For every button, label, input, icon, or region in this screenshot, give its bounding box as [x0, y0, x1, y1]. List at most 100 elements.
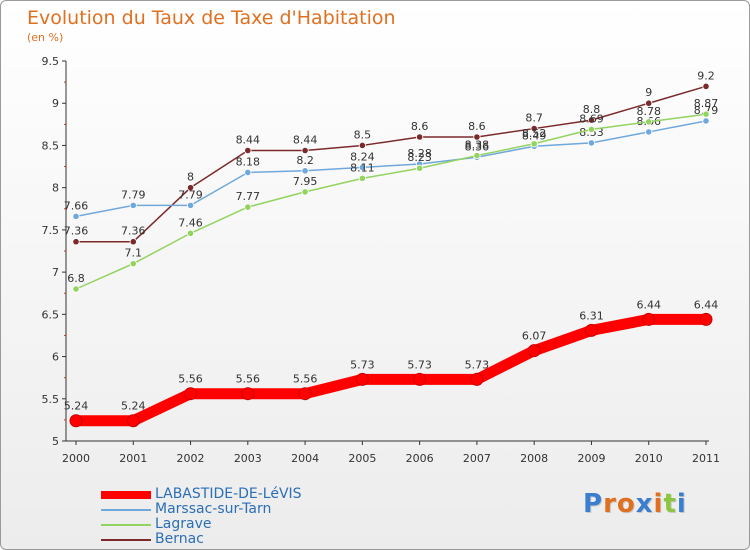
y-tick-label: 9 [52, 97, 59, 110]
data-label: 7.79 [121, 188, 146, 201]
data-label: 8.5 [354, 128, 372, 141]
data-label: 6.8 [67, 272, 85, 285]
data-point [244, 146, 252, 155]
data-point [645, 128, 653, 136]
legend-label: Bernac [155, 531, 204, 547]
logo-letter: o [616, 489, 636, 519]
data-point [642, 312, 656, 326]
logo-letter: x [635, 489, 654, 519]
data-label: 8.69 [579, 112, 604, 125]
data-point [702, 82, 710, 90]
x-tick-label: 2001 [119, 452, 147, 465]
data-label: 9 [645, 86, 652, 99]
data-label: 8.44 [236, 134, 261, 147]
data-point [72, 238, 80, 246]
data-label: 8.6 [468, 120, 486, 133]
data-point [69, 414, 83, 428]
data-label: 8.52 [522, 127, 547, 140]
data-label: 8.23 [407, 151, 432, 164]
chart-title: Evolution du Taux de Taxe d'Habitation [27, 7, 396, 29]
data-label: 7.66 [64, 199, 89, 212]
data-point [129, 238, 137, 246]
legend-swatch [101, 509, 151, 511]
logo-letter: i [676, 489, 687, 519]
data-label: 5.24 [64, 400, 89, 413]
data-label: 5.56 [236, 373, 261, 386]
data-point [301, 146, 309, 155]
data-label: 8.24 [350, 150, 375, 163]
data-label: 7.1 [125, 247, 143, 260]
series-1: 5.24 5.24 5.56 5.56 5.56 5.73 5.73 5.73 6.07 6.31… [64, 298, 719, 428]
data-point [702, 117, 710, 125]
data-label: 8 [187, 171, 194, 184]
legend-label: LABASTIDE-DE-LéVIS [155, 486, 302, 502]
legend-swatch [101, 539, 151, 541]
data-point [186, 184, 195, 192]
data-point [358, 141, 366, 150]
data-label: 5.56 [178, 373, 203, 386]
series-line [75, 113, 707, 290]
logo-letter: t [663, 489, 677, 519]
data-label: 7.79 [178, 188, 203, 201]
series-4: 7.36 7.36 8 8.44 8.44 8.5 8.6 8.6 8.7 8.8 9 9.2 [64, 69, 715, 246]
data-point [470, 372, 484, 386]
legend-swatch [101, 524, 151, 526]
x-tick-label: 2004 [291, 452, 319, 465]
data-point [129, 260, 137, 268]
data-label: 8.49 [522, 129, 547, 142]
data-point [473, 133, 481, 141]
data-point [527, 344, 541, 358]
data-point [184, 387, 198, 401]
data-label: 8.6 [411, 120, 429, 133]
data-label: 8.11 [350, 161, 375, 174]
x-tick-label: 2008 [520, 452, 548, 465]
data-label: 7.77 [236, 190, 261, 203]
data-label: 9.2 [697, 69, 715, 82]
data-label: 5.73 [465, 358, 490, 371]
series-3: 6.87.17.467.777.958.118.238.388.528.698.… [67, 97, 718, 293]
data-point [413, 372, 427, 386]
data-label: 8.2 [296, 154, 314, 167]
data-label: 5.73 [350, 358, 375, 371]
data-point [645, 99, 653, 107]
data-label: 5.24 [121, 400, 146, 413]
logo-letter: r [603, 489, 617, 519]
y-tick-label: 8 [52, 182, 59, 195]
y-tick-label: 7.5 [42, 224, 60, 237]
x-tick-label: 2007 [463, 452, 491, 465]
legend-label: Lagrave [155, 516, 212, 532]
data-point [72, 212, 80, 220]
data-point [473, 151, 481, 160]
y-tick-label: 7 [52, 266, 59, 279]
series-line [75, 120, 707, 218]
data-point [358, 163, 366, 171]
x-tick-label: 2010 [635, 452, 663, 465]
data-label: 7.36 [121, 225, 146, 238]
y-tick-label: 6 [52, 351, 59, 364]
data-label: 7.95 [293, 175, 318, 188]
y-tick-label: 5.5 [42, 393, 60, 406]
data-label: 8.79 [694, 104, 719, 117]
data-label: 8.28 [407, 147, 432, 160]
data-point [186, 229, 195, 237]
data-point [186, 201, 195, 209]
data-point [587, 125, 596, 133]
series-line [70, 313, 712, 427]
y-tick-label: 5 [52, 435, 59, 448]
x-tick-label: 2002 [177, 452, 205, 465]
data-point [587, 139, 596, 147]
data-label: 8.36 [465, 140, 490, 153]
data-label: 8.8 [583, 103, 601, 116]
legend-label: Marssac-sur-Tarn [155, 501, 272, 517]
data-label: 6.31 [579, 309, 604, 322]
data-point [301, 167, 309, 175]
data-label: 6.44 [694, 298, 719, 311]
data-point [584, 323, 598, 337]
data-point [129, 201, 137, 209]
data-label: 8.18 [236, 155, 261, 168]
data-point [702, 110, 710, 118]
y-tick-label: 6.5 [42, 308, 60, 321]
